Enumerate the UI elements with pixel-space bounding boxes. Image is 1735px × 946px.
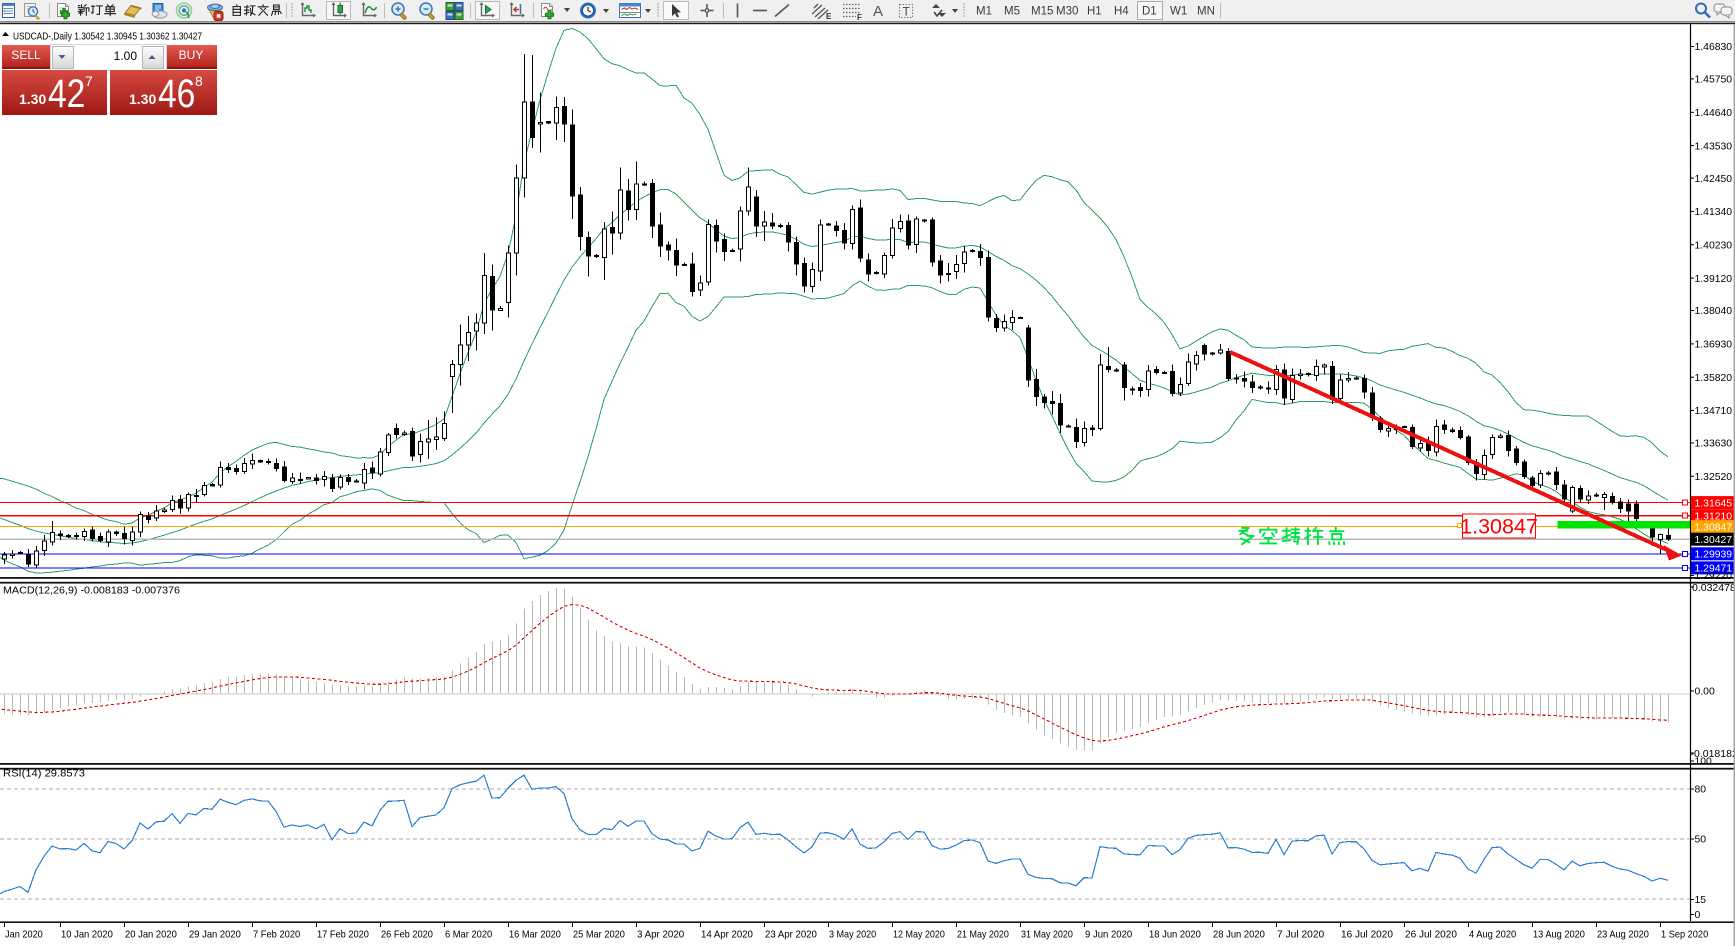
svg-text:16 Mar 2020: 16 Mar 2020 — [509, 929, 561, 941]
svg-text:17 Feb 2020: 17 Feb 2020 — [317, 929, 369, 941]
svg-text:1.40230: 1.40230 — [1695, 240, 1733, 251]
svg-text:1.31210: 1.31210 — [1695, 511, 1733, 522]
svg-text:A: A — [873, 3, 883, 20]
svg-text:23 Apr 2020: 23 Apr 2020 — [765, 929, 817, 941]
svg-text:18 Jun 2020: 18 Jun 2020 — [1149, 929, 1201, 941]
svg-text:9 Jun 2020: 9 Jun 2020 — [1085, 929, 1132, 941]
svg-text:E: E — [826, 12, 832, 21]
svg-text:1.29939: 1.29939 — [1695, 550, 1733, 561]
svg-text:4 Aug 2020: 4 Aug 2020 — [1469, 929, 1516, 941]
svg-text:H4: H4 — [1114, 6, 1129, 18]
svg-text:1.42450: 1.42450 — [1695, 174, 1733, 185]
svg-text:Jan 2020: Jan 2020 — [5, 929, 43, 941]
svg-text:1.46830: 1.46830 — [1695, 42, 1733, 53]
svg-text:1.41340: 1.41340 — [1695, 207, 1733, 218]
svg-text:M5: M5 — [1004, 6, 1020, 18]
svg-text:7 Jul 2020: 7 Jul 2020 — [1277, 929, 1324, 941]
svg-text:T: T — [903, 5, 911, 19]
svg-text:1.33630: 1.33630 — [1695, 439, 1733, 450]
svg-text:M1: M1 — [976, 6, 992, 18]
svg-text:1.45750: 1.45750 — [1695, 75, 1733, 86]
svg-text:W1: W1 — [1170, 6, 1187, 18]
svg-text:3 Apr 2020: 3 Apr 2020 — [637, 929, 684, 941]
svg-text:20 Jan 2020: 20 Jan 2020 — [125, 929, 177, 941]
svg-text:1 Sep 2020: 1 Sep 2020 — [1661, 929, 1708, 941]
svg-text:0.032478: 0.032478 — [1692, 582, 1735, 594]
svg-text:31 May 2020: 31 May 2020 — [1021, 929, 1073, 941]
svg-text:0.00: 0.00 — [1695, 687, 1715, 698]
svg-text:RSI(14) 29.8573: RSI(14) 29.8573 — [3, 768, 85, 780]
svg-text:1.43530: 1.43530 — [1695, 141, 1733, 152]
svg-text:1.35820: 1.35820 — [1695, 373, 1733, 384]
svg-text:23 Aug 2020: 23 Aug 2020 — [1597, 929, 1649, 941]
svg-text:1.30847: 1.30847 — [1695, 522, 1733, 533]
svg-text:15: 15 — [1695, 895, 1707, 906]
svg-text:MACD(12,26,9) -0.008183 -0.007: MACD(12,26,9) -0.008183 -0.007376 — [3, 585, 180, 597]
svg-text:14 Apr 2020: 14 Apr 2020 — [701, 929, 753, 941]
svg-text:1.39120: 1.39120 — [1695, 274, 1733, 285]
svg-text:6 Mar 2020: 6 Mar 2020 — [445, 929, 492, 941]
svg-text:7 Feb 2020: 7 Feb 2020 — [253, 929, 300, 941]
svg-text:100: 100 — [1695, 757, 1713, 768]
svg-text:1.34710: 1.34710 — [1695, 406, 1733, 417]
svg-text:80: 80 — [1695, 785, 1707, 796]
svg-text:12 May 2020: 12 May 2020 — [893, 929, 945, 941]
svg-text:1.29471: 1.29471 — [1695, 564, 1733, 575]
svg-text:1.36930: 1.36930 — [1695, 340, 1733, 351]
svg-text:USDCAD-,Daily 1.30542 1.30945: USDCAD-,Daily 1.30542 1.30945 1.30362 1.… — [13, 31, 202, 43]
svg-text:0: 0 — [1695, 910, 1701, 921]
svg-text:1.32520: 1.32520 — [1695, 472, 1733, 483]
svg-text:M30: M30 — [1056, 6, 1078, 18]
svg-text:D1: D1 — [1142, 6, 1157, 18]
svg-text:16 Jul 2020: 16 Jul 2020 — [1341, 929, 1393, 941]
svg-text:26 Jul 2020: 26 Jul 2020 — [1405, 929, 1457, 941]
svg-text:M15: M15 — [1031, 6, 1053, 18]
svg-text:1.30847: 1.30847 — [1460, 515, 1538, 539]
svg-text:13 Aug 2020: 13 Aug 2020 — [1533, 929, 1585, 941]
svg-text:1.38040: 1.38040 — [1695, 306, 1733, 317]
svg-text:1.30427: 1.30427 — [1695, 535, 1733, 546]
svg-text:1.31645: 1.31645 — [1695, 498, 1733, 509]
svg-text:-0.018182: -0.018182 — [1691, 748, 1735, 760]
svg-text:26 Feb 2020: 26 Feb 2020 — [381, 929, 433, 941]
svg-text:10 Jan 2020: 10 Jan 2020 — [61, 929, 113, 941]
svg-text:21 May 2020: 21 May 2020 — [957, 929, 1009, 941]
svg-text:H1: H1 — [1087, 6, 1102, 18]
svg-text:3 May 2020: 3 May 2020 — [829, 929, 876, 941]
svg-text:50: 50 — [1695, 835, 1707, 846]
svg-text:F: F — [857, 13, 862, 22]
svg-text:25 Mar 2020: 25 Mar 2020 — [573, 929, 625, 941]
svg-text:1.44640: 1.44640 — [1695, 108, 1733, 119]
svg-text:MN: MN — [1197, 6, 1215, 18]
svg-text:1.29220: 1.29220 — [1695, 571, 1733, 582]
svg-text:29 Jan 2020: 29 Jan 2020 — [189, 929, 241, 941]
svg-text:28 Jun 2020: 28 Jun 2020 — [1213, 929, 1265, 941]
